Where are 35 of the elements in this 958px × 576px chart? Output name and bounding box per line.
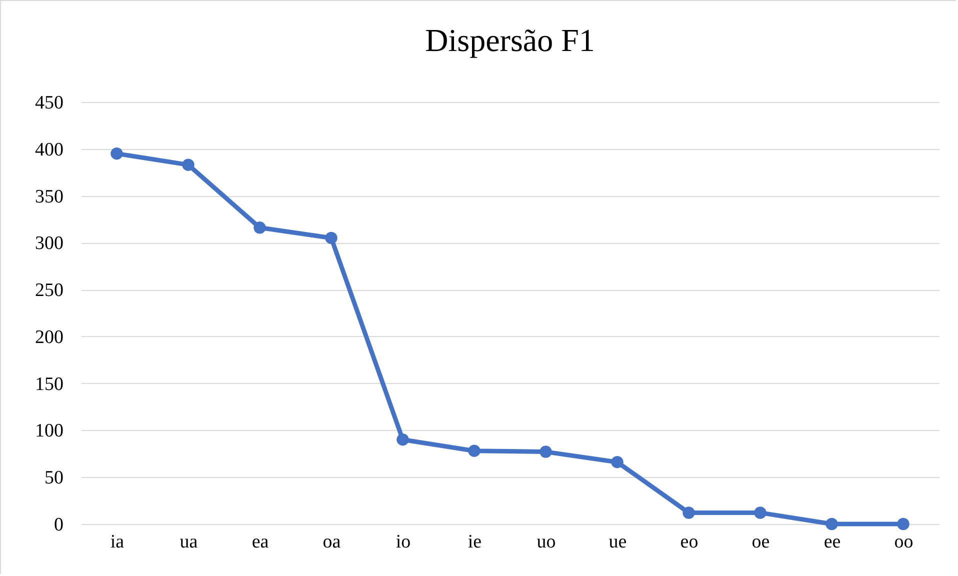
y-tick-label: 50 <box>44 468 64 489</box>
point <box>182 158 194 171</box>
x-tick-label: ia <box>110 532 125 552</box>
point <box>468 444 480 457</box>
y-tick-label: 150 <box>35 374 64 395</box>
x-tick-label: oe <box>752 532 770 552</box>
x-tick-label: ie <box>468 532 482 552</box>
point <box>611 456 624 468</box>
y-tick-label: 0 <box>54 514 64 536</box>
point <box>897 518 910 530</box>
x-tick-label: io <box>396 532 411 552</box>
y-tick-label: 200 <box>35 326 64 348</box>
x-tick-label: ua <box>180 532 198 552</box>
x-tick-label: ea <box>252 532 270 552</box>
y-tick-label: 250 <box>35 280 64 302</box>
point <box>110 147 123 160</box>
point <box>325 232 338 244</box>
point <box>540 446 552 458</box>
y-tick-label: 450 <box>35 92 64 114</box>
x-tick-label: ee <box>824 532 841 552</box>
x-tick-label: oa <box>322 532 342 552</box>
point <box>754 506 766 519</box>
point <box>826 518 838 530</box>
y-tick-label: 300 <box>35 233 64 254</box>
chart-title: Dispersão F1 <box>425 22 595 58</box>
x-tick-label: uo <box>536 532 556 552</box>
point <box>682 506 695 519</box>
x-tick-label: oo <box>894 532 914 552</box>
y-tick-label: 100 <box>35 420 64 442</box>
point <box>254 222 266 234</box>
y-tick-label: 350 <box>35 186 64 208</box>
point <box>396 433 409 446</box>
x-tick-label: ue <box>608 532 627 552</box>
x-tick-label: eo <box>680 532 698 552</box>
y-tick-label: 400 <box>35 139 64 160</box>
